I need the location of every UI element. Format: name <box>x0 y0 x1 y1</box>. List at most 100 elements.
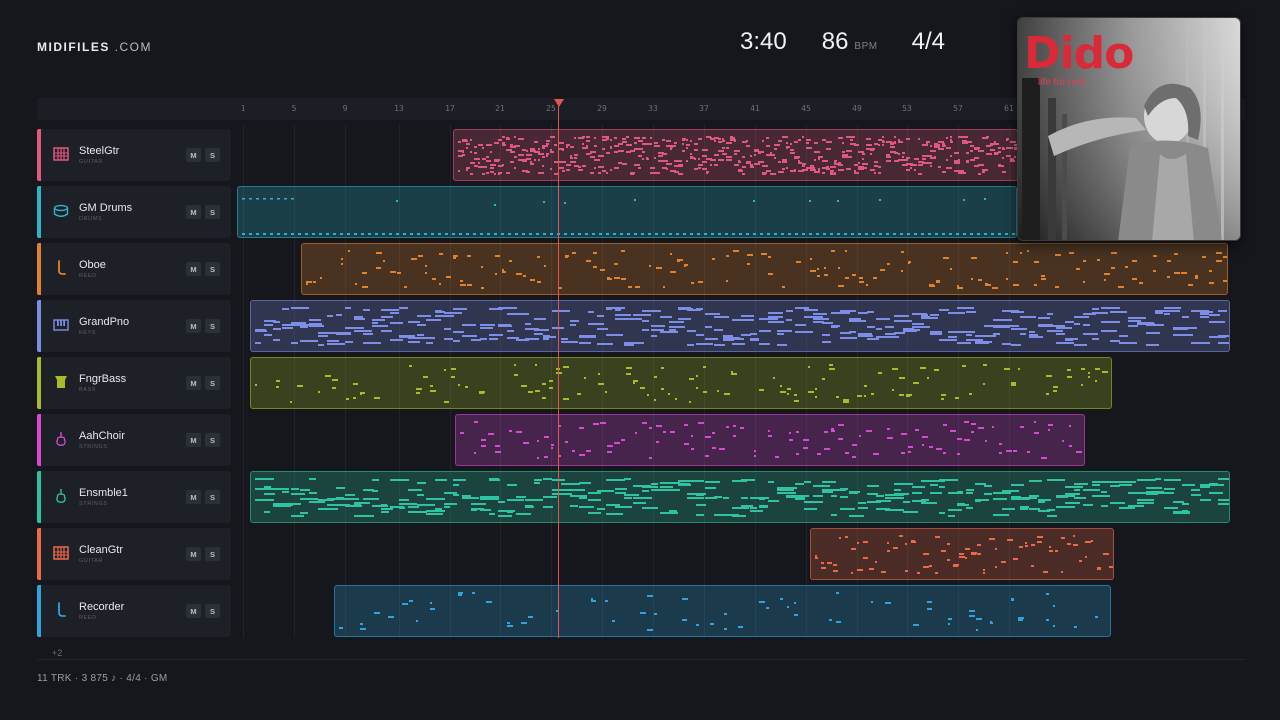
solo-button[interactable]: S <box>205 319 220 333</box>
ruler-label: 5 <box>291 104 297 113</box>
track-header[interactable]: Oboe REED M S <box>37 243 231 295</box>
clip-notes <box>255 364 1108 403</box>
track-color-stripe <box>37 585 41 637</box>
track-header[interactable]: SteelGtr GUITAR M S <box>37 129 231 181</box>
track-header[interactable]: AahChoir STRINGS M S <box>37 414 231 466</box>
track-name: GM Drums <box>79 202 133 214</box>
grid-line <box>704 124 705 638</box>
track-category: REED <box>79 273 97 279</box>
mute-button[interactable]: M <box>186 319 201 333</box>
album-title: life for rent <box>1038 77 1085 88</box>
ruler-label: 17 <box>445 104 455 113</box>
ruler-label: 37 <box>699 104 709 113</box>
grid-line <box>500 124 501 638</box>
bar-ruler[interactable]: 1 5 9 13 17 21 25 29 33 37 41 45 49 53 57 61 <box>37 98 1245 120</box>
track-header[interactable]: GrandPno KEYS M S <box>37 300 231 352</box>
guitar-icon <box>53 146 69 162</box>
mute-button[interactable]: M <box>186 490 201 504</box>
ruler-label: 29 <box>597 104 607 113</box>
piano-icon <box>53 317 69 333</box>
violin-icon <box>53 431 69 447</box>
mute-button[interactable]: M <box>186 205 201 219</box>
track-header[interactable]: GM Drums DRUMS M S <box>37 186 231 238</box>
track-color-stripe <box>37 414 41 466</box>
ruler-label: 57 <box>953 104 963 113</box>
track-color-stripe <box>37 243 41 295</box>
grid-line <box>294 124 295 638</box>
clip-notes <box>242 198 1015 235</box>
ruler-label: 13 <box>394 104 404 113</box>
solo-button[interactable]: S <box>205 433 220 447</box>
midi-clip[interactable] <box>250 300 1230 352</box>
mute-button[interactable]: M <box>186 604 201 618</box>
mute-button[interactable]: M <box>186 262 201 276</box>
track-name: GrandPno <box>79 316 130 328</box>
ruler-label: 33 <box>648 104 658 113</box>
midi-clip[interactable] <box>810 528 1114 580</box>
mute-button[interactable]: M <box>186 148 201 162</box>
grid-line <box>907 124 908 638</box>
track-header[interactable]: CleanGtr GUITAR M S <box>37 528 231 580</box>
solo-button[interactable]: S <box>205 604 220 618</box>
track-category: DRUMS <box>79 216 103 222</box>
midi-clip[interactable] <box>250 357 1112 409</box>
mute-button[interactable]: M <box>186 547 201 561</box>
grid-line <box>243 124 244 638</box>
midi-clip[interactable] <box>455 414 1085 466</box>
site-logo[interactable]: MIDIFILES .COM <box>37 40 153 54</box>
tempo-unit: BPM <box>854 41 878 52</box>
solo-button[interactable]: S <box>205 148 220 162</box>
track-header[interactable]: Recorder REED M S <box>37 585 231 637</box>
grid-line <box>958 124 959 638</box>
track-category: BASS <box>79 387 97 393</box>
midi-clip[interactable] <box>334 585 1111 637</box>
solo-button[interactable]: S <box>205 205 220 219</box>
grid-line <box>602 124 603 638</box>
mute-button[interactable]: M <box>186 376 201 390</box>
grid-line <box>345 124 346 638</box>
clip-notes <box>460 421 1082 459</box>
bass-icon <box>53 374 69 390</box>
track-color-stripe <box>37 357 41 409</box>
ruler-label: 61 <box>1004 104 1014 113</box>
midi-clip[interactable] <box>301 243 1228 295</box>
solo-button[interactable]: S <box>205 490 220 504</box>
ruler-label: 21 <box>495 104 505 113</box>
track-header[interactable]: Ensmble1 STRINGS M S <box>37 471 231 523</box>
ruler-label: 45 <box>801 104 811 113</box>
solo-button[interactable]: S <box>205 376 220 390</box>
footer-divider <box>37 659 1245 660</box>
solo-button[interactable]: S <box>205 547 220 561</box>
track-header[interactable]: FngrBass BASS M S <box>37 357 231 409</box>
grid-line <box>653 124 654 638</box>
solo-button[interactable]: S <box>205 262 220 276</box>
ruler-label: 53 <box>902 104 912 113</box>
violin-icon <box>53 488 69 504</box>
clip-notes <box>458 136 1017 175</box>
track-name: FngrBass <box>79 373 127 385</box>
grid-line <box>450 124 451 638</box>
track-name: Ensmble1 <box>79 487 128 499</box>
tempo-value: 86 <box>821 28 849 55</box>
track-color-stripe <box>37 129 41 181</box>
midi-clip[interactable] <box>237 186 1017 238</box>
drum-icon <box>53 203 69 219</box>
album-cover: Dido life for rent <box>1017 17 1241 241</box>
ruler-label: 1 <box>240 104 246 113</box>
playhead[interactable] <box>558 106 559 638</box>
song-stats: 3:40 86 BPM 4/4 <box>740 28 945 56</box>
midi-clip[interactable] <box>250 471 1230 523</box>
grid-line <box>1009 124 1010 638</box>
track-name: Recorder <box>79 601 125 613</box>
more-tracks-indicator[interactable]: +2 <box>52 648 63 658</box>
midi-clip[interactable] <box>453 129 1018 181</box>
reed-icon <box>53 260 69 276</box>
mute-button[interactable]: M <box>186 433 201 447</box>
ruler-label: 9 <box>342 104 348 113</box>
track-name: Oboe <box>79 259 106 271</box>
ruler-label: 25 <box>546 104 556 113</box>
clip-notes <box>339 592 1098 631</box>
track-color-stripe <box>37 528 41 580</box>
track-category: KEYS <box>79 330 97 336</box>
playhead-marker[interactable] <box>554 99 564 107</box>
